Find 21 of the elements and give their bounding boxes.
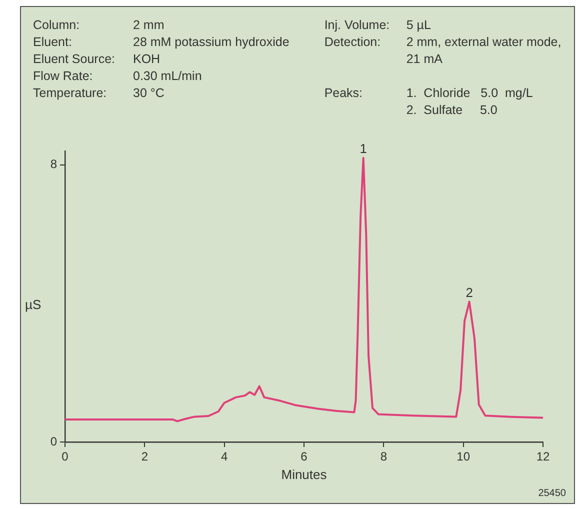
text: Inj. Volume: 5 µL [324,18,431,32]
annotation: 2 [466,284,473,300]
text: Eluent Source: KOH [33,52,160,66]
x-axis-title: Minutes [281,466,328,482]
text: 2. Sulfate 5.0 [406,102,498,119]
text: Temperature: 30 °C [33,86,164,100]
x-tick-label: 2 [141,450,148,464]
text: Eluent: 28 mM potassium hydroxide [33,35,290,49]
y-axis-title: µS [25,297,42,312]
x-tick-label: 8 [380,450,388,464]
annotation: 1 [360,141,367,156]
x-tick-label: 10 [456,450,470,464]
text: Peaks: 1. Chloride 5.0 mg/L [324,86,533,100]
x-tick-label: 4 [220,450,228,464]
text: Flow Rate: 0.30 mL/min [33,69,202,83]
text: Detection: 2 mm, external water mode, 21 mA [324,35,562,66]
x-tick-label: 0 [62,450,69,464]
text: Column: 2 mm [33,18,164,32]
x-tick-label: 12 [536,450,550,464]
x-tick-label: 6 [300,450,308,464]
text: 25450 [538,488,566,499]
